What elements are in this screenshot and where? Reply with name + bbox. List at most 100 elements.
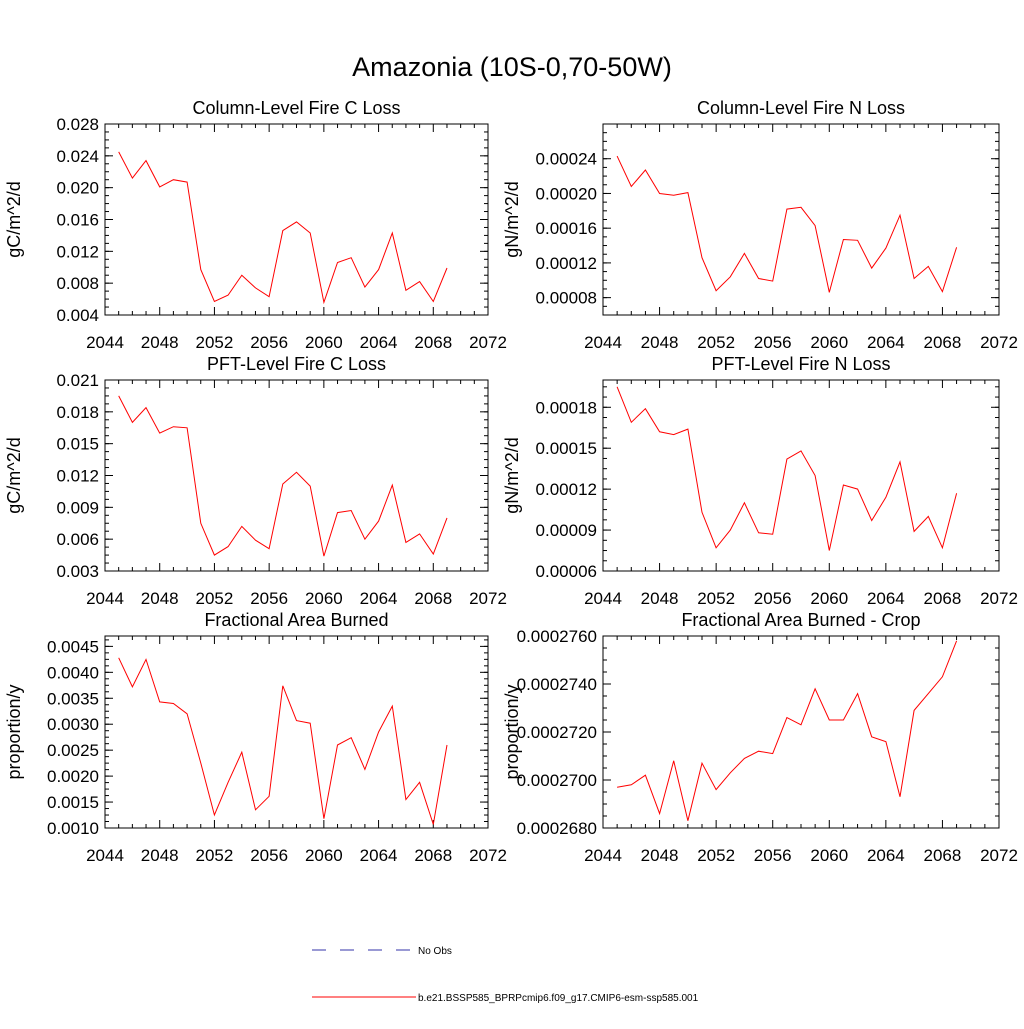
chart-panel: Column-Level Fire C Loss gC/m^2/d 2044 2048… [4, 98, 507, 352]
y-tick-label: 0.021 [56, 371, 99, 390]
x-tick-label: 2052 [196, 589, 234, 608]
x-tick-label: 2060 [810, 589, 848, 608]
x-tick-label: 2064 [867, 589, 905, 608]
x-tick-label: 2060 [810, 846, 848, 865]
y-axis-label: proportion/y [4, 684, 24, 779]
plot-frame [602, 635, 1000, 829]
panel-title: Column-Level Fire N Loss [697, 98, 905, 118]
y-tick-label: 0.003 [56, 562, 99, 581]
panel-title: PFT-Level Fire N Loss [711, 354, 890, 374]
x-tick-label: 2072 [980, 333, 1018, 352]
x-tick-label: 2048 [641, 333, 679, 352]
y-tick-label: 0.0002700 [517, 771, 597, 790]
y-tick-label: 0.00012 [536, 254, 597, 273]
x-tick-label: 2048 [141, 589, 179, 608]
panel-title: Fractional Area Burned - Crop [681, 610, 920, 630]
x-tick-label: 2064 [867, 846, 905, 865]
x-tick-label: 2044 [584, 589, 622, 608]
x-tick-label: 2052 [697, 333, 735, 352]
chart-panel: PFT-Level Fire N Loss gN/m^2/d 2044 2048 205… [502, 354, 1018, 608]
panels: Column-Level Fire C Loss gC/m^2/d 2044 2048… [4, 98, 1018, 865]
x-tick-label: 2056 [754, 846, 792, 865]
legend: No Obs b.e21.BSSP585_BPRPcmip6.f09_g17.CM… [312, 946, 699, 1004]
y-tick-label: 0.012 [56, 242, 99, 261]
y-tick-label: 0.00016 [536, 219, 597, 238]
x-tick-label: 2052 [196, 846, 234, 865]
y-tick-label: 0.00008 [536, 289, 597, 308]
y-tick-label: 0.0002720 [517, 723, 597, 742]
plot-frame [104, 379, 489, 572]
x-tick-label: 2072 [469, 846, 507, 865]
panel-title: PFT-Level Fire C Loss [207, 354, 386, 374]
x-tick-label: 2072 [980, 846, 1018, 865]
x-tick-label: 2048 [641, 589, 679, 608]
y-tick-label: 0.00020 [536, 184, 597, 203]
x-tick-label: 2044 [86, 333, 124, 352]
panel-title: Fractional Area Burned [204, 610, 388, 630]
x-tick-label: 2048 [141, 846, 179, 865]
x-tick-label: 2056 [250, 589, 288, 608]
x-tick-label: 2052 [697, 846, 735, 865]
y-axis-label: gN/m^2/d [502, 437, 522, 513]
x-tick-label: 2048 [141, 333, 179, 352]
panel-title: Column-Level Fire C Loss [192, 98, 400, 118]
legend-label: b.e21.BSSP585_BPRPcmip6.f09_g17.CMIP6-es… [418, 993, 699, 1004]
y-axis-label: proportion/y [502, 684, 522, 779]
y-tick-label: 0.0045 [47, 637, 99, 656]
y-tick-label: 0.028 [56, 115, 99, 134]
x-tick-label: 2044 [584, 333, 622, 352]
y-tick-label: 0.0002680 [517, 819, 597, 838]
y-tick-label: 0.020 [56, 179, 99, 198]
y-tick-label: 0.0035 [47, 689, 99, 708]
y-tick-label: 0.0020 [47, 767, 99, 786]
series-line [617, 640, 958, 821]
x-tick-label: 2064 [360, 589, 398, 608]
y-tick-label: 0.006 [56, 530, 99, 549]
y-tick-label: 0.018 [56, 403, 99, 422]
series-line [118, 151, 448, 305]
y-axis-label: gC/m^2/d [4, 437, 24, 513]
x-tick-label: 2072 [469, 589, 507, 608]
x-tick-label: 2068 [924, 589, 962, 608]
x-tick-label: 2044 [584, 846, 622, 865]
x-tick-label: 2068 [414, 333, 452, 352]
y-tick-label: 0.00018 [536, 398, 597, 417]
y-tick-label: 0.0010 [47, 819, 99, 838]
y-tick-label: 0.015 [56, 435, 99, 454]
x-tick-label: 2052 [196, 333, 234, 352]
chart-panel: PFT-Level Fire C Loss gC/m^2/d 2044 2048 205… [4, 354, 507, 608]
y-tick-label: 0.0040 [47, 663, 99, 682]
x-tick-label: 2056 [754, 589, 792, 608]
x-tick-label: 2064 [867, 333, 905, 352]
y-tick-label: 0.016 [56, 211, 99, 230]
x-tick-label: 2068 [924, 846, 962, 865]
y-axis-label: gC/m^2/d [4, 181, 24, 257]
x-tick-label: 2052 [697, 589, 735, 608]
y-tick-label: 0.0015 [47, 793, 99, 812]
plot-frame [104, 123, 489, 316]
x-tick-label: 2056 [250, 333, 288, 352]
series-line [118, 657, 448, 825]
x-tick-label: 2064 [360, 333, 398, 352]
y-tick-label: 0.00009 [536, 521, 597, 540]
plot-frame [104, 635, 489, 829]
y-tick-label: 0.00015 [536, 439, 597, 458]
x-tick-label: 2068 [924, 333, 962, 352]
chart-panel: Fractional Area Burned - Crop proportion/… [502, 610, 1018, 865]
x-tick-label: 2072 [469, 333, 507, 352]
series-line [616, 155, 958, 293]
legend-label: No Obs [418, 946, 452, 957]
y-tick-label: 0.004 [56, 306, 99, 325]
y-tick-label: 0.009 [56, 498, 99, 517]
y-tick-label: 0.0030 [47, 715, 99, 734]
chart-panel: Column-Level Fire N Loss gN/m^2/d 2044 2048… [502, 98, 1018, 352]
y-axis-label: gN/m^2/d [502, 181, 522, 257]
x-tick-label: 2060 [305, 589, 343, 608]
x-tick-label: 2044 [86, 846, 124, 865]
y-tick-label: 0.008 [56, 274, 99, 293]
y-tick-label: 0.0025 [47, 741, 99, 760]
y-tick-label: 0.00024 [536, 150, 597, 169]
x-tick-label: 2056 [754, 333, 792, 352]
